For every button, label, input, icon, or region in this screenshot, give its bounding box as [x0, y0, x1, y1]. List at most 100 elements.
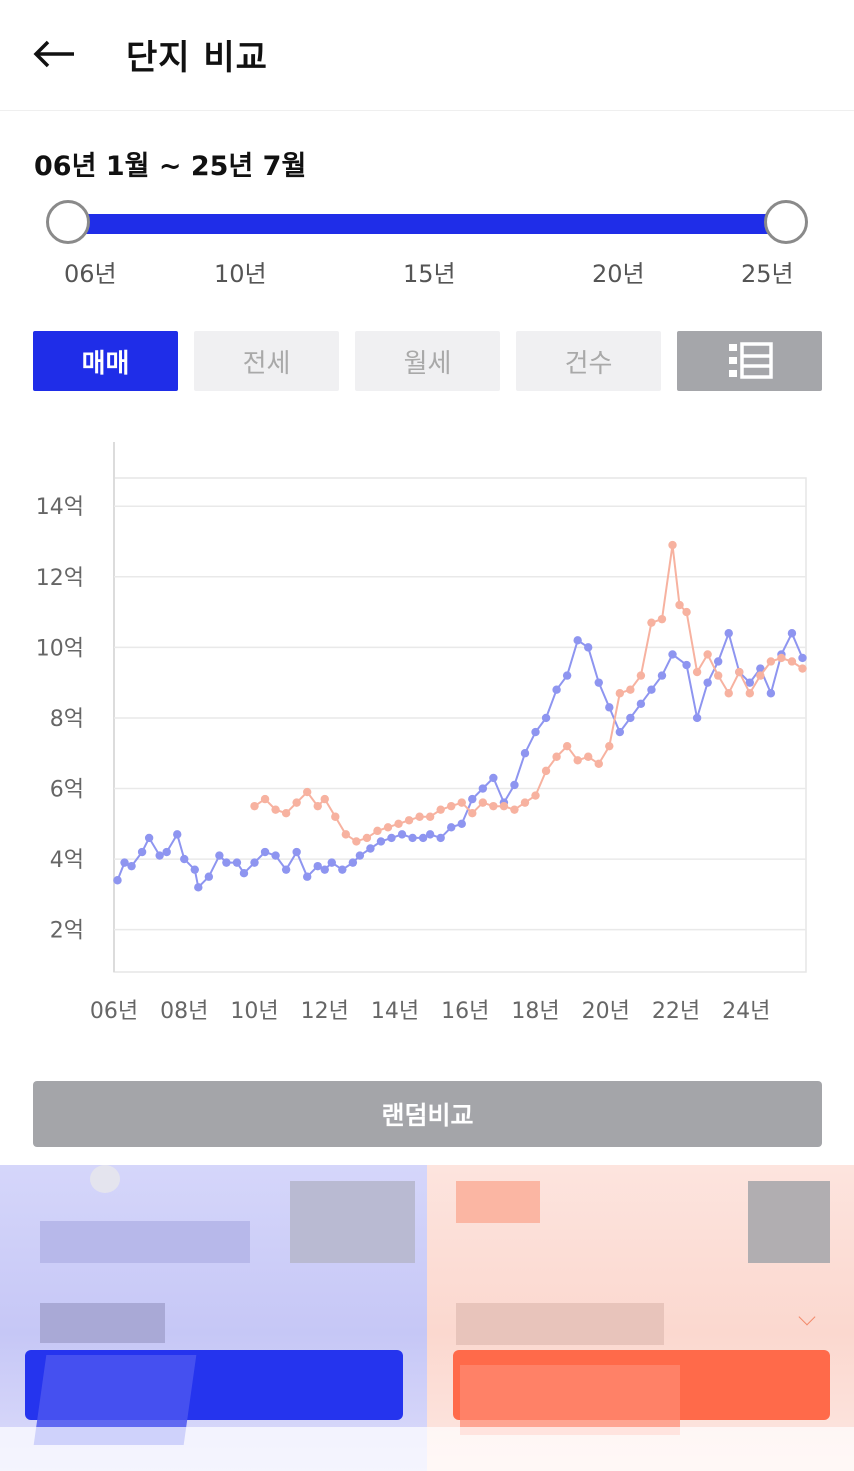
- data-point: [194, 883, 203, 892]
- price-trend-chart: 14억 12억 10억 8억 6억 4억 2억 06년 08년 10년 12년 14년 16년 18년 20…: [36, 442, 807, 1024]
- trade-type-tabs: 매매 전세 월세 건수: [33, 331, 822, 391]
- x-tick-label: 08년: [160, 999, 208, 1024]
- data-point: [260, 794, 270, 804]
- data-point: [520, 798, 530, 807]
- data-point: [204, 872, 214, 881]
- data-point: [594, 759, 603, 769]
- redaction-blot: [40, 1303, 165, 1343]
- data-point: [520, 749, 530, 758]
- data-point: [173, 830, 182, 839]
- data-point: [271, 805, 280, 814]
- data-point: [415, 812, 424, 821]
- data-point: [436, 833, 445, 843]
- data-point: [383, 823, 393, 832]
- data-point: [239, 869, 249, 878]
- data-point: [120, 858, 129, 867]
- slider-start-handle[interactable]: [46, 200, 90, 244]
- redaction-blot: [748, 1181, 830, 1263]
- x-tick-label: 24년: [722, 999, 770, 1024]
- data-point: [457, 798, 466, 807]
- data-point: [647, 618, 656, 627]
- x-tick-label: 06년: [90, 999, 138, 1024]
- data-point: [562, 741, 572, 751]
- data-point: [615, 689, 625, 698]
- data-point: [113, 876, 122, 885]
- x-tick-label: 12년: [301, 999, 349, 1024]
- data-point: [447, 801, 456, 811]
- list-view-button[interactable]: [677, 331, 822, 391]
- data-point: [215, 851, 224, 860]
- series-line: [116, 630, 804, 890]
- data-point: [657, 614, 667, 624]
- redaction-blot: [90, 1165, 120, 1193]
- data-point: [787, 657, 797, 666]
- app-header: 단지 비교: [0, 0, 854, 111]
- data-point: [510, 805, 519, 814]
- tab-monthly-rent[interactable]: 월세: [355, 331, 500, 391]
- data-point: [468, 809, 477, 818]
- series-line: [253, 544, 804, 843]
- data-point: [605, 741, 614, 751]
- data-point: [397, 830, 407, 839]
- redaction-blot: [456, 1303, 664, 1345]
- data-point: [302, 872, 312, 881]
- data-point: [636, 671, 646, 680]
- tab-jeonse[interactable]: 전세: [194, 331, 339, 391]
- y-tick-label: 14억: [36, 495, 84, 520]
- slider-tick-label: 15년: [403, 260, 456, 288]
- data-point: [457, 819, 466, 828]
- data-point: [144, 833, 154, 843]
- y-tick-label: 8억: [50, 707, 84, 732]
- data-point: [320, 865, 329, 874]
- data-point: [180, 854, 189, 864]
- data-point: [362, 833, 372, 843]
- data-point: [331, 812, 340, 821]
- data-point: [222, 858, 231, 867]
- random-compare-button[interactable]: 랜덤비교: [33, 1081, 822, 1147]
- data-point: [626, 713, 635, 723]
- data-point: [376, 837, 386, 846]
- data-point: [292, 798, 301, 807]
- redacted-comparison-panel: [0, 1165, 854, 1471]
- data-point: [489, 773, 498, 783]
- data-point: [250, 801, 259, 811]
- data-point: [313, 801, 322, 811]
- slider-tick-label: 10년: [214, 260, 267, 288]
- data-point: [408, 833, 417, 843]
- data-point: [787, 629, 797, 638]
- y-tick-label: 6억: [50, 778, 84, 803]
- data-point: [425, 830, 435, 839]
- data-point: [552, 685, 561, 694]
- tab-count[interactable]: 건수: [516, 331, 661, 391]
- data-point: [713, 671, 723, 680]
- data-point: [584, 752, 593, 761]
- data-point: [798, 664, 807, 673]
- data-point: [327, 858, 336, 867]
- date-range-slider[interactable]: [46, 196, 812, 256]
- data-point: [499, 801, 509, 811]
- slider-tick-label: 20년: [592, 260, 645, 288]
- data-point: [404, 816, 414, 825]
- data-point: [190, 865, 199, 874]
- x-tick-label: 18년: [511, 999, 559, 1024]
- x-tick-label: 20년: [582, 999, 630, 1024]
- slider-end-handle[interactable]: [764, 200, 808, 244]
- data-point: [250, 858, 259, 867]
- tab-sale[interactable]: 매매: [33, 331, 178, 391]
- redaction-blot: [290, 1181, 415, 1263]
- data-point: [777, 653, 786, 663]
- data-point: [468, 794, 477, 804]
- data-point: [355, 851, 365, 860]
- data-point: [320, 794, 329, 804]
- arrow-left-icon[interactable]: [30, 30, 80, 80]
- data-point: [605, 703, 614, 712]
- data-point: [232, 858, 242, 867]
- data-point: [668, 650, 677, 659]
- data-point: [352, 837, 361, 846]
- data-point: [338, 865, 347, 874]
- data-point: [418, 833, 428, 843]
- data-point: [756, 671, 765, 680]
- data-point: [766, 689, 776, 698]
- redaction-fade: [0, 1427, 854, 1471]
- y-tick-label: 10억: [36, 636, 84, 661]
